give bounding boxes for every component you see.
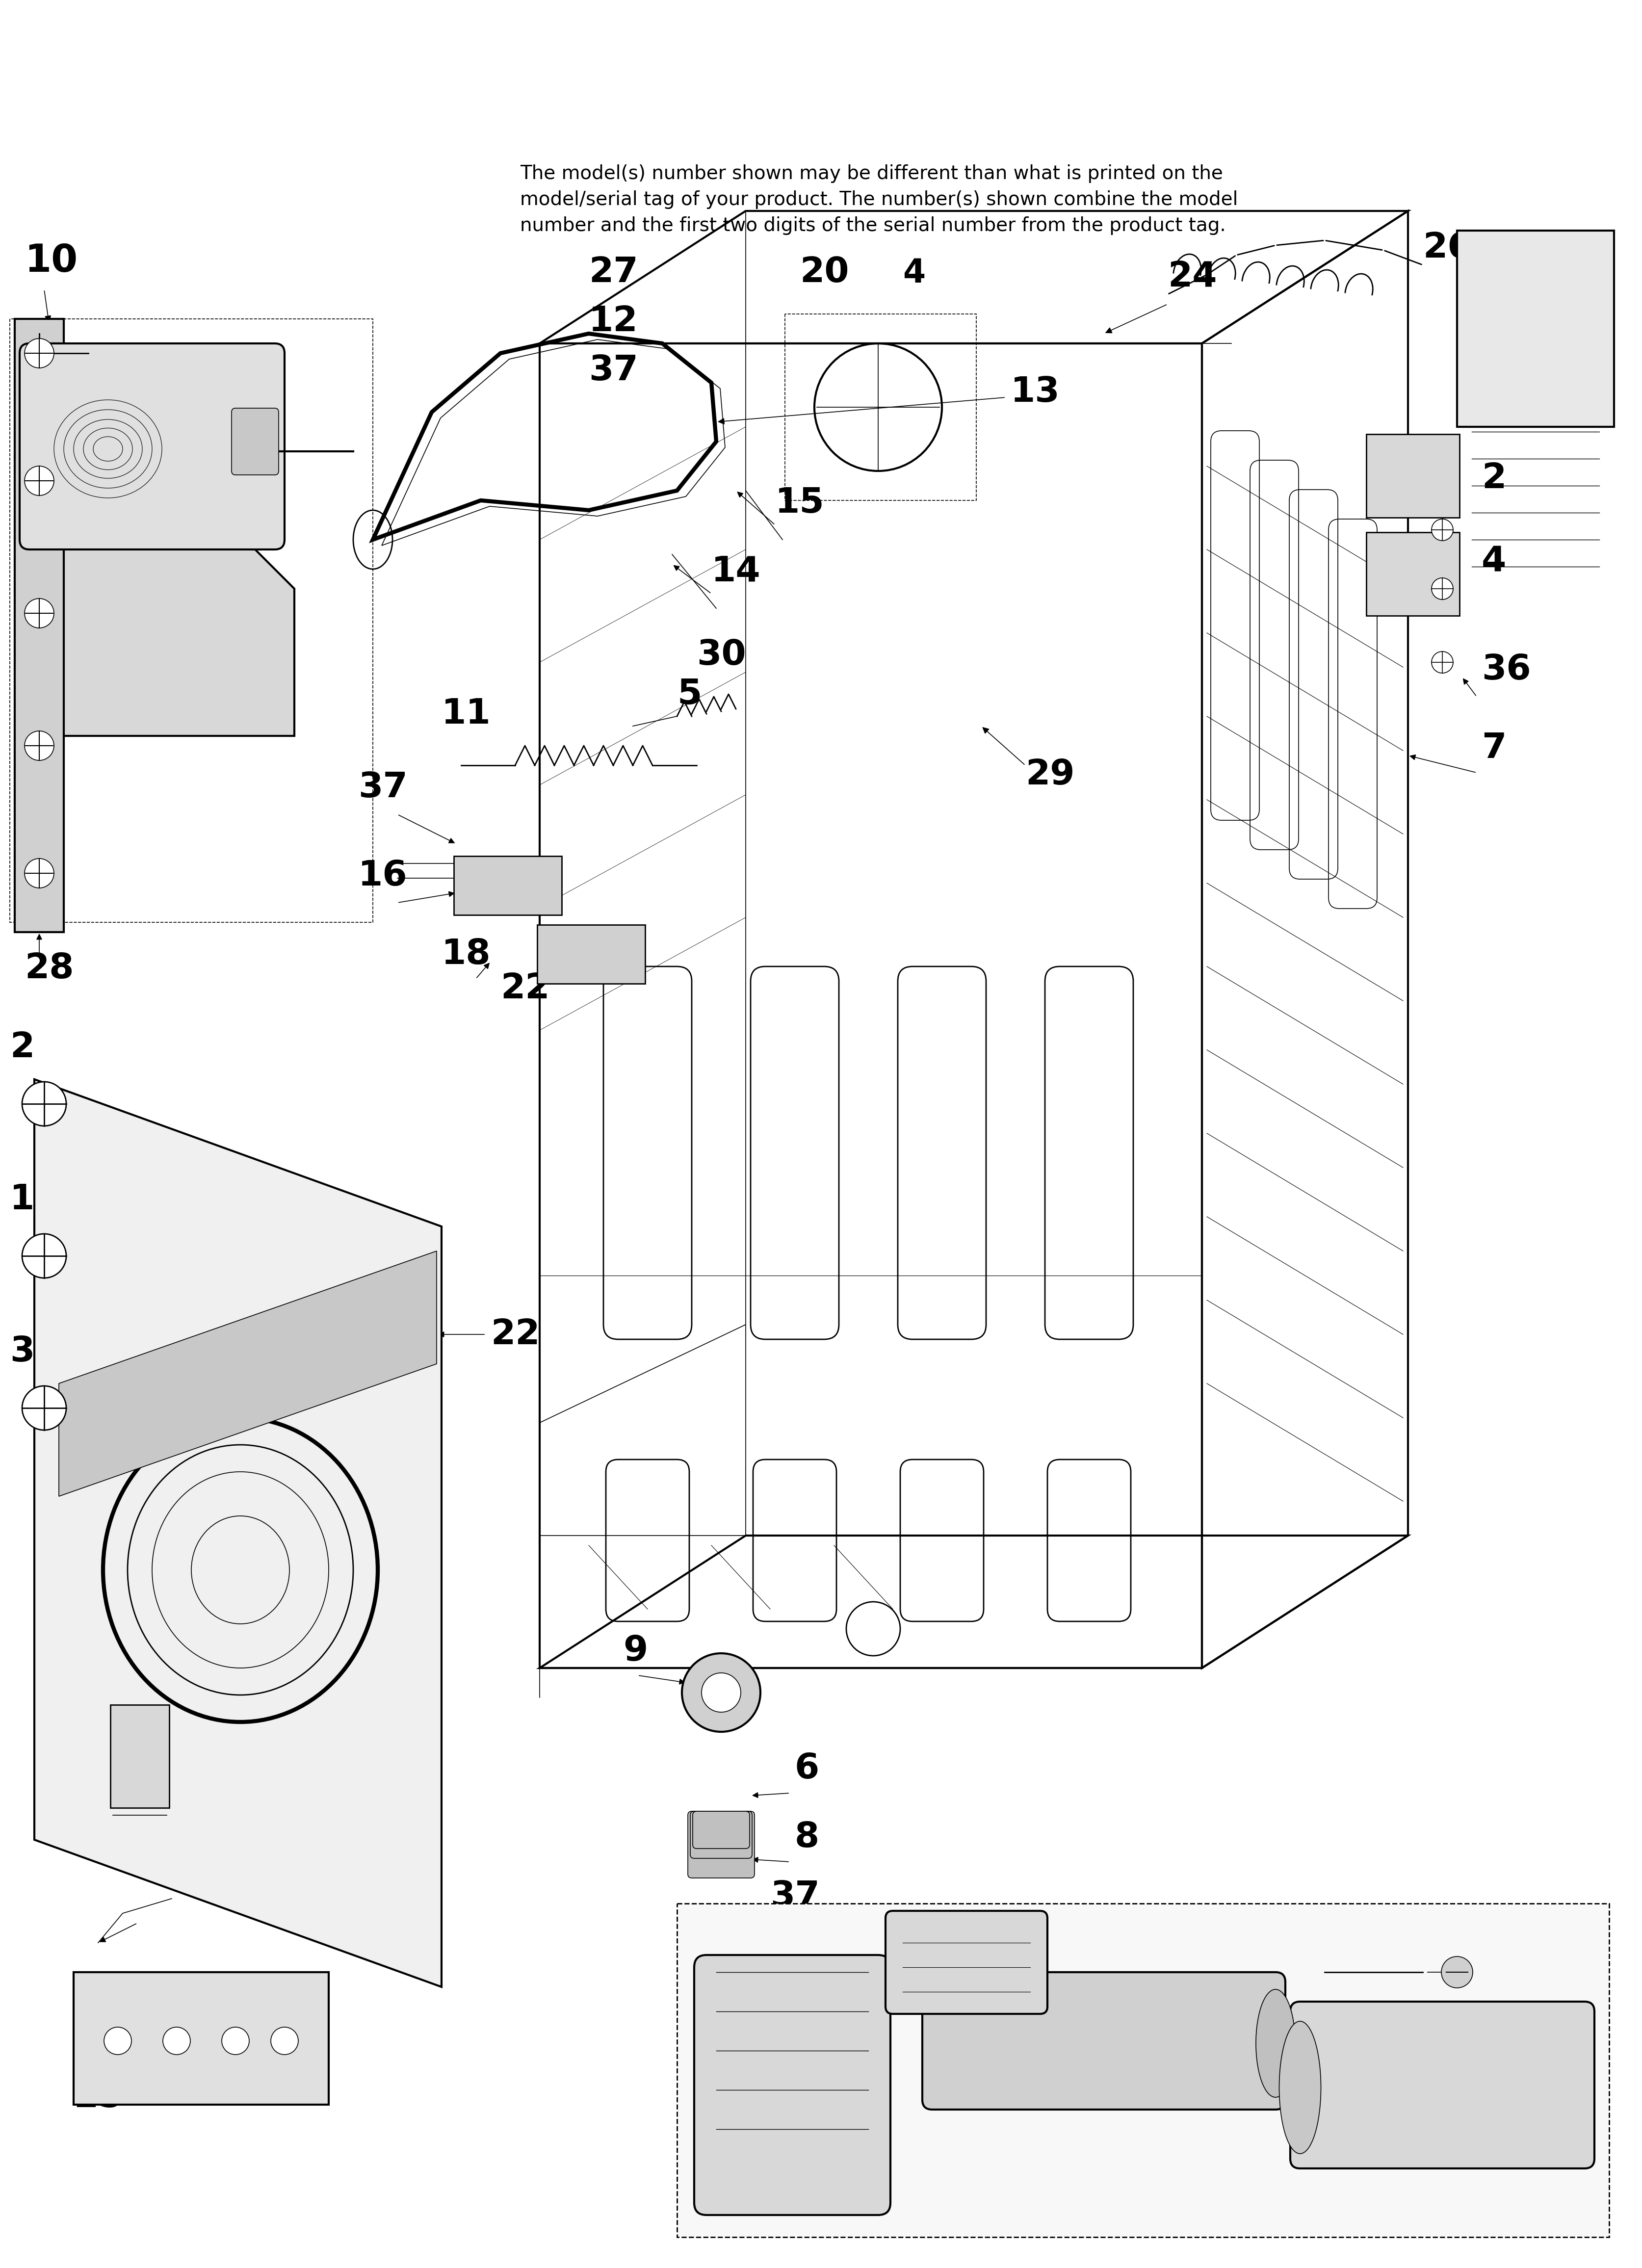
FancyBboxPatch shape <box>695 1955 890 2216</box>
Text: 22: 22 <box>491 1318 540 1352</box>
Polygon shape <box>34 1080 442 1987</box>
Text: 4: 4 <box>903 256 924 290</box>
Circle shape <box>271 2028 299 2055</box>
FancyBboxPatch shape <box>690 1812 752 1857</box>
FancyBboxPatch shape <box>923 1973 1286 2109</box>
Circle shape <box>1432 578 1453 599</box>
FancyBboxPatch shape <box>110 1706 169 1808</box>
Circle shape <box>701 1674 741 1712</box>
Ellipse shape <box>1279 2021 1320 2155</box>
Text: 35: 35 <box>1138 1914 1187 1948</box>
Text: 18: 18 <box>442 937 491 971</box>
FancyBboxPatch shape <box>1291 2003 1594 2168</box>
Circle shape <box>222 2028 250 2055</box>
Text: 19: 19 <box>10 1184 59 1216</box>
Text: 21: 21 <box>190 1751 241 1785</box>
Text: 37: 37 <box>770 1880 819 1914</box>
Text: 4: 4 <box>1481 544 1506 578</box>
Text: 25: 25 <box>74 2080 123 2114</box>
Text: 13: 13 <box>1010 376 1059 411</box>
Text: 32: 32 <box>736 2189 785 2223</box>
Text: 28: 28 <box>25 953 74 987</box>
Circle shape <box>21 1082 66 1125</box>
FancyBboxPatch shape <box>688 1812 754 1878</box>
Text: The model(s) number shown may be different than what is printed on the
model/ser: The model(s) number shown may be differe… <box>521 163 1238 236</box>
Text: 33: 33 <box>1069 2189 1118 2223</box>
Text: 22: 22 <box>501 973 550 1005</box>
Polygon shape <box>15 320 64 932</box>
Text: 14: 14 <box>711 556 760 590</box>
FancyBboxPatch shape <box>1366 533 1460 615</box>
Text: 29: 29 <box>1025 758 1074 792</box>
Text: 15: 15 <box>775 485 824 519</box>
Text: 6: 6 <box>795 1751 819 1785</box>
Circle shape <box>1432 519 1453 540</box>
Text: 8: 8 <box>795 1821 819 1855</box>
FancyBboxPatch shape <box>74 1973 328 2105</box>
Circle shape <box>1432 651 1453 674</box>
Circle shape <box>25 860 54 889</box>
Text: 27: 27 <box>588 256 637 290</box>
FancyBboxPatch shape <box>693 1812 749 1848</box>
Circle shape <box>163 2028 190 2055</box>
Text: 12: 12 <box>588 304 637 338</box>
Text: 23: 23 <box>172 1864 222 1898</box>
Circle shape <box>1442 1957 1473 1987</box>
FancyBboxPatch shape <box>537 925 645 984</box>
Text: 20: 20 <box>800 256 849 290</box>
Text: 16: 16 <box>358 860 407 894</box>
Circle shape <box>681 1653 760 1733</box>
Circle shape <box>21 1234 66 1277</box>
Text: 34: 34 <box>1005 2105 1054 2139</box>
Text: 37: 37 <box>588 354 639 388</box>
Circle shape <box>25 599 54 628</box>
FancyBboxPatch shape <box>1456 231 1614 426</box>
Text: 2: 2 <box>1481 463 1506 494</box>
Circle shape <box>25 338 54 367</box>
Text: 30: 30 <box>696 637 745 671</box>
Text: 17: 17 <box>166 1479 217 1513</box>
Text: 11: 11 <box>442 696 491 730</box>
Text: 36: 36 <box>1481 653 1530 687</box>
FancyBboxPatch shape <box>20 342 284 549</box>
Text: 37: 37 <box>358 771 407 805</box>
Text: 1: 1 <box>1481 270 1506 304</box>
Text: 24: 24 <box>1167 261 1217 295</box>
FancyBboxPatch shape <box>1366 433 1460 517</box>
Circle shape <box>25 730 54 760</box>
FancyBboxPatch shape <box>453 855 562 914</box>
Text: 5: 5 <box>677 678 701 712</box>
Text: 9: 9 <box>622 1635 647 1667</box>
FancyBboxPatch shape <box>885 1912 1048 2014</box>
Text: 2: 2 <box>10 1030 34 1064</box>
Circle shape <box>103 2028 131 2055</box>
Text: 26: 26 <box>1422 231 1471 265</box>
Text: 10: 10 <box>25 243 77 279</box>
Text: 7: 7 <box>1481 733 1506 764</box>
Polygon shape <box>677 1903 1609 2236</box>
Polygon shape <box>59 1252 437 1497</box>
Polygon shape <box>30 540 294 735</box>
Text: 3: 3 <box>10 1336 34 1370</box>
Ellipse shape <box>1256 1989 1296 2098</box>
Circle shape <box>25 465 54 494</box>
FancyBboxPatch shape <box>232 408 279 474</box>
Text: 31: 31 <box>1276 1910 1325 1944</box>
Circle shape <box>21 1386 66 1431</box>
